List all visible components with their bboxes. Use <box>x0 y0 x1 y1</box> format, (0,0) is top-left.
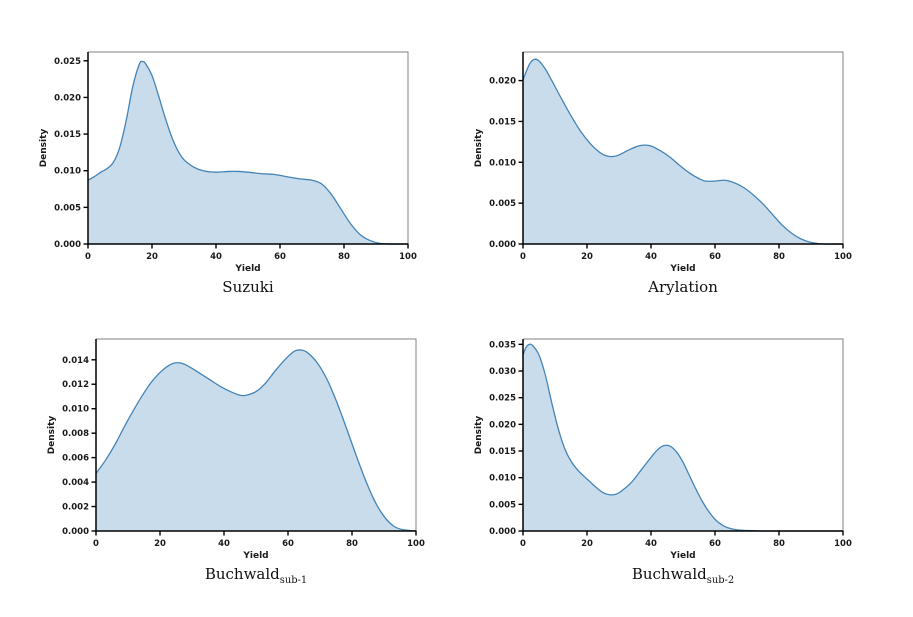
x-tick-label: 20 <box>581 539 593 549</box>
x-tick-label: 0 <box>85 252 91 262</box>
x-tick-label: 0 <box>93 539 99 549</box>
x-tick-label: 0 <box>520 539 526 549</box>
subplot-title-subscript: sub-1 <box>279 575 308 586</box>
x-tick-label: 20 <box>154 539 166 549</box>
x-tick-label: 20 <box>581 252 593 262</box>
y-tick-label: 0.005 <box>54 203 81 213</box>
y-tick-label: 0.010 <box>54 167 81 177</box>
x-axis-label: Yield <box>669 551 695 561</box>
y-tick-label: 0.025 <box>489 394 516 404</box>
x-tick-label: 60 <box>282 539 294 549</box>
subplot-suzuki: 0.000 0.005 0.010 0.015 0.020 0.025 0 20 40 60 80 1… <box>24 44 419 299</box>
y-tick-label: 0.020 <box>54 93 81 103</box>
x-tick-label: 100 <box>407 539 425 549</box>
y-tick-label: 0.000 <box>489 240 516 250</box>
x-tick-label: 100 <box>834 539 852 549</box>
y-tick-label: 0.010 <box>489 474 516 484</box>
density-curve <box>522 343 843 532</box>
x-tick-label: 80 <box>338 252 350 262</box>
y-tick-label: 0.010 <box>62 405 89 415</box>
y-tick-label: 0.005 <box>489 500 516 510</box>
y-axis-label: Density <box>474 129 484 168</box>
y-axis-label: Density <box>47 416 57 455</box>
density-area <box>523 59 843 245</box>
x-tick-label: 100 <box>399 252 417 262</box>
y-axis-label: Density <box>39 129 49 168</box>
subplot-buchwald-sub-1: 0.000 0.002 0.004 0.006 0.008 0.010 0.012 0.014… <box>32 331 427 586</box>
x-tick-label: 60 <box>274 252 286 262</box>
subplot-arylation: 0.000 0.005 0.010 0.015 0.020 0 20 40 60 80 100 Yie… <box>459 44 854 299</box>
subplot-title-subscript: sub-2 <box>706 575 735 586</box>
y-tick-label: 0.030 <box>489 367 516 377</box>
subplot-title-buchwald-sub-2: Buchwaldsub-2 <box>523 565 843 586</box>
x-tick-label: 20 <box>146 252 158 262</box>
spine-top-right <box>96 338 417 531</box>
y-tick-label: 0.000 <box>489 527 516 537</box>
y-tick-label: 0.015 <box>489 447 516 457</box>
y-tick-label: 0.000 <box>54 240 81 250</box>
x-tick-label: 40 <box>218 539 230 549</box>
y-tick-label: 0.012 <box>62 380 89 390</box>
y-tick-label: 0.020 <box>489 77 516 87</box>
density-plot-arylation: 0.000 0.005 0.010 0.015 0.020 0 20 40 60 80 100 Yie… <box>474 51 852 274</box>
x-tick-label: 60 <box>709 252 721 262</box>
x-axis-label: Yield <box>242 551 268 561</box>
subplot-title-suzuki: Suzuki <box>88 278 408 299</box>
subplot-title-arylation: Arylation <box>523 278 843 299</box>
x-tick-label: 60 <box>709 539 721 549</box>
x-tick-label: 40 <box>645 252 657 262</box>
x-tick-label: 80 <box>773 539 785 549</box>
y-tick-label: 0.008 <box>62 429 89 439</box>
x-axis-label: Yield <box>234 264 260 274</box>
subplot-title-text: Suzuki <box>222 278 274 296</box>
y-tick-label: 0.020 <box>489 420 516 430</box>
x-tick-label: 0 <box>520 252 526 262</box>
y-tick-label: 0.000 <box>62 527 89 537</box>
subplot-buchwald-sub-2: 0.000 0.005 0.010 0.015 0.020 0.025 0.030 0.035… <box>459 331 854 586</box>
subplot-title-text: Arylation <box>648 278 718 296</box>
density-curve <box>87 60 409 245</box>
spine-top-right <box>88 51 409 244</box>
density-curve <box>522 58 844 245</box>
x-tick-label: 40 <box>645 539 657 549</box>
density-plot-buchwald-sub-1: 0.000 0.002 0.004 0.006 0.008 0.010 0.012 0.014… <box>47 338 425 561</box>
density-area <box>96 349 416 531</box>
y-tick-label: 0.004 <box>62 478 89 488</box>
y-axis-label: Density <box>474 416 484 455</box>
y-tick-label: 0.015 <box>489 117 516 127</box>
subplot-title-buchwald-sub-1: Buchwaldsub-1 <box>96 565 416 586</box>
spine-top-right <box>523 51 844 244</box>
x-tick-label: 100 <box>834 252 852 262</box>
y-tick-label: 0.010 <box>489 158 516 168</box>
density-curve <box>95 349 417 532</box>
y-tick-label: 0.025 <box>54 57 81 67</box>
x-axis-label: Yield <box>669 264 695 274</box>
y-tick-label: 0.005 <box>489 199 516 209</box>
y-tick-label: 0.015 <box>54 130 81 140</box>
x-tick-label: 40 <box>210 252 222 262</box>
subplot-title-text: Buchwald <box>204 565 280 583</box>
y-tick-label: 0.002 <box>62 503 89 513</box>
spine-top-right <box>523 338 844 531</box>
x-tick-label: 80 <box>773 252 785 262</box>
subplot-title-text: Buchwald <box>631 565 707 583</box>
x-tick-label: 80 <box>346 539 358 549</box>
y-tick-label: 0.035 <box>489 340 516 350</box>
y-tick-label: 0.006 <box>62 454 89 464</box>
y-tick-label: 0.014 <box>62 356 89 366</box>
density-area <box>523 344 843 532</box>
density-area <box>88 61 408 245</box>
density-plot-buchwald-sub-2: 0.000 0.005 0.010 0.015 0.020 0.025 0.030 0.035… <box>474 338 852 561</box>
density-plot-suzuki: 0.000 0.005 0.010 0.015 0.020 0.025 0 20 40 60 80 1… <box>39 51 417 274</box>
